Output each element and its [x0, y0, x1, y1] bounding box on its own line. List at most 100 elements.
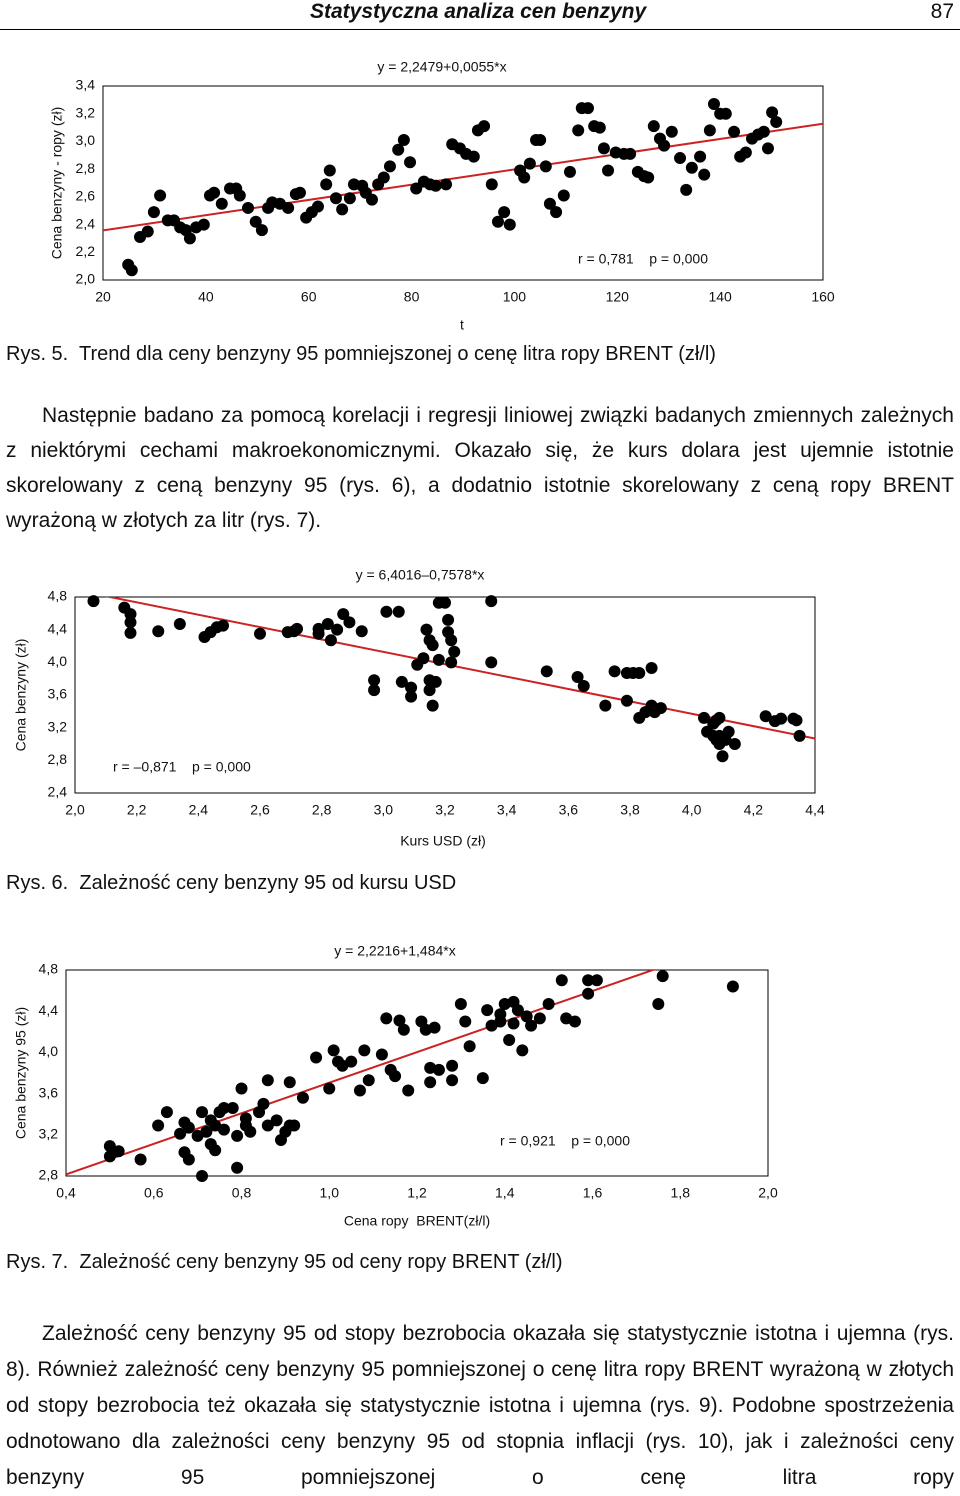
data-point — [233, 189, 246, 202]
data-point — [217, 619, 229, 632]
data-point — [523, 157, 536, 170]
data-point — [283, 1076, 296, 1089]
data-point — [209, 1144, 222, 1157]
data-point — [196, 1106, 209, 1119]
y-axis-label: Cena benzyny - ropy (zł) — [49, 107, 65, 260]
data-point — [698, 168, 711, 181]
data-point — [652, 997, 665, 1010]
data-point — [599, 699, 612, 712]
data-point — [582, 974, 595, 987]
data-point — [694, 150, 707, 163]
data-point — [520, 1010, 533, 1023]
data-point — [368, 684, 381, 697]
data-point — [197, 218, 210, 231]
y-tick-label: 4,8 — [39, 961, 59, 977]
x-axis-label: Kurs USD (zł) — [400, 833, 486, 849]
regression-line — [104, 597, 815, 740]
data-point — [257, 1097, 270, 1110]
data-point — [320, 178, 333, 191]
data-point — [154, 189, 167, 202]
data-point — [423, 684, 436, 697]
data-point — [633, 666, 646, 679]
data-point — [485, 178, 498, 191]
annotation-background — [107, 756, 257, 780]
chart-title: y = 2,2216+1,484*x — [334, 943, 455, 959]
data-point — [410, 182, 423, 195]
data-point — [503, 218, 516, 231]
y-tick-label: 2,4 — [48, 784, 68, 800]
data-point — [726, 980, 739, 993]
data-point — [590, 974, 603, 987]
data-point — [323, 1082, 336, 1095]
data-point — [757, 125, 770, 138]
data-point — [311, 200, 324, 213]
data-point — [331, 623, 344, 636]
data-point — [329, 192, 342, 205]
data-point — [426, 639, 439, 652]
data-point — [707, 729, 720, 742]
data-point — [491, 215, 504, 228]
data-point — [642, 171, 655, 184]
paragraph: Zależność ceny benzyny 95 od stopy bezro… — [6, 1322, 954, 1489]
data-point — [429, 179, 442, 192]
data-point — [647, 120, 660, 133]
y-tick-label: 2,8 — [76, 160, 96, 176]
running-title: Statystyczna analiza cen benzyny — [310, 0, 647, 23]
data-point — [498, 206, 511, 219]
x-tick-label: 1,8 — [671, 1185, 691, 1201]
data-point — [761, 142, 774, 155]
x-tick-label: 3,0 — [374, 802, 394, 818]
x-axis-label: t — [460, 317, 464, 333]
y-axis-label: Cena benzyny 95 (zł) — [13, 1007, 29, 1139]
data-point — [200, 1125, 213, 1138]
data-point — [485, 656, 498, 669]
data-point — [620, 694, 633, 707]
y-tick-label: 3,0 — [76, 132, 96, 148]
regression-line — [103, 122, 823, 232]
x-tick-label: 3,4 — [497, 802, 517, 818]
x-tick-label: 2,2 — [127, 802, 147, 818]
data-point — [323, 164, 336, 177]
data-point — [337, 608, 350, 621]
data-point — [380, 1012, 393, 1025]
data-point — [494, 1015, 507, 1028]
regression-line — [66, 970, 656, 1176]
data-point — [380, 605, 393, 618]
x-tick-label: 120 — [606, 289, 630, 305]
y-tick-label: 2,8 — [48, 751, 68, 767]
data-point — [270, 1114, 283, 1127]
data-point — [467, 150, 480, 163]
paragraph: Następnie badano za pomocą korelacji i r… — [6, 404, 954, 532]
data-point — [296, 1091, 309, 1104]
data-point — [261, 1119, 274, 1132]
data-point — [402, 1084, 415, 1097]
x-tick-label: 2,4 — [189, 802, 209, 818]
annotation-background — [572, 248, 722, 272]
y-axis-label: Cena benzyny (zł) — [13, 639, 29, 752]
data-point — [593, 121, 606, 134]
y-tick-label: 3,6 — [48, 686, 68, 702]
data-point — [685, 161, 698, 174]
data-point — [226, 1102, 239, 1115]
data-point — [775, 712, 788, 725]
x-tick-label: 3,2 — [435, 802, 455, 818]
data-point — [255, 224, 268, 237]
data-point — [103, 1140, 116, 1153]
data-point — [152, 625, 165, 638]
data-point — [446, 1059, 459, 1072]
data-point — [125, 264, 138, 277]
data-point — [397, 1023, 410, 1036]
figure-caption: Rys. 5. Trend dla ceny benzyny 95 pomnie… — [6, 343, 716, 365]
data-point — [770, 116, 783, 129]
data-point — [550, 206, 563, 219]
data-point — [405, 681, 418, 694]
data-point — [249, 215, 262, 228]
data-point — [231, 1129, 244, 1142]
data-point — [478, 120, 491, 133]
data-point — [454, 997, 467, 1010]
x-tick-label: 2,0 — [758, 1185, 778, 1201]
data-point — [555, 974, 568, 987]
data-point — [336, 203, 349, 216]
annotation-background — [494, 1130, 644, 1154]
